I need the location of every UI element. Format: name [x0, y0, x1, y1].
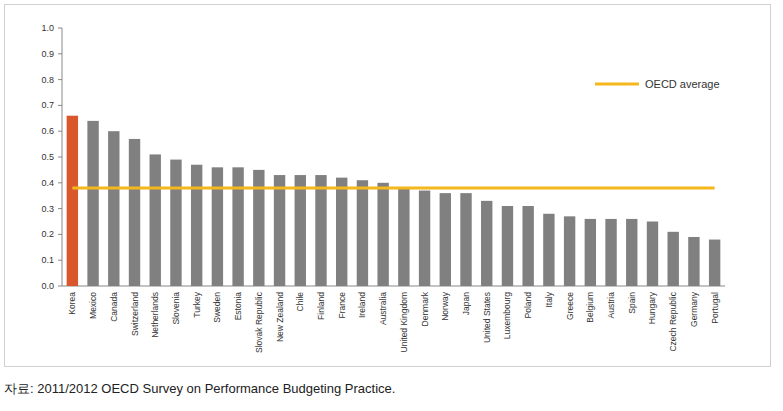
bar — [87, 121, 98, 286]
x-tick-label: Portugal — [710, 292, 720, 324]
bar — [232, 167, 243, 286]
bar — [191, 165, 202, 286]
chart-svg: 0.0 0.1 0.2 0.3 0.4 0.5 0.6 0.7 0.8 0.9 1.0 Korea Me… — [0, 0, 783, 411]
bar — [481, 201, 492, 286]
bar — [377, 183, 388, 286]
bar — [668, 232, 679, 286]
y-tick — [58, 53, 62, 54]
x-tick-label: Hungary — [647, 291, 657, 324]
y-tick-label: 1.0 — [41, 23, 54, 33]
bar — [150, 154, 161, 286]
x-tick-label: Turkey — [192, 291, 202, 317]
x-tick-label: Korea — [67, 292, 77, 315]
y-tick — [58, 105, 62, 106]
x-tick-label: Slovak Republic — [254, 291, 264, 353]
bar — [626, 219, 637, 286]
y-tick-label: 0.0 — [41, 281, 54, 291]
bar — [605, 219, 616, 286]
x-tick-label: France — [337, 292, 347, 319]
y-tick — [58, 208, 62, 209]
x-tick-label: Luxembourg — [502, 292, 512, 340]
x-tick-label: Australia — [378, 292, 388, 325]
y-tick — [58, 286, 62, 287]
marks — [67, 116, 721, 286]
legend-label: OECD average — [645, 78, 720, 90]
x-tick-label: Switzerland — [130, 292, 140, 336]
x-tick-label: Austria — [606, 292, 616, 319]
y-tick — [58, 157, 62, 158]
y-tick — [58, 79, 62, 80]
x-tick-label: Belgium — [585, 292, 595, 323]
y-tick-label: 0.9 — [41, 49, 54, 59]
x-tick-label: Italy — [544, 291, 554, 307]
x-tick-label: Canada — [109, 292, 119, 322]
legend-swatch — [595, 83, 639, 86]
y-tick — [58, 234, 62, 235]
x-tick-label: Estonia — [233, 292, 243, 321]
y-tick-label: 0.3 — [41, 204, 54, 214]
bar — [543, 214, 554, 286]
x-tick-label: Ireland — [357, 292, 367, 318]
bar — [564, 216, 575, 286]
y-axis — [62, 28, 63, 286]
bar — [170, 160, 181, 286]
y-tick — [58, 131, 62, 132]
x-tick-label: New Zealand — [275, 292, 285, 342]
bar — [585, 219, 596, 286]
x-tick-label: Chile — [295, 292, 305, 312]
bar — [108, 131, 119, 286]
x-axis — [62, 286, 725, 287]
x-tick-label: Mexico — [88, 292, 98, 319]
x-tick-label: United Kingdom — [399, 292, 409, 352]
x-tick-label: Spain — [627, 292, 637, 314]
x-tick-label: Poland — [523, 292, 533, 319]
x-tick-label: Czech Republic — [668, 291, 678, 351]
bar — [460, 193, 471, 286]
x-tick-label: Finland — [316, 292, 326, 320]
bar — [274, 175, 285, 286]
bar — [336, 178, 347, 286]
x-tick-label: Germany — [689, 291, 699, 327]
bar — [709, 240, 720, 286]
x-tick-label: Denmark — [420, 291, 430, 326]
bar — [357, 180, 368, 286]
x-tick-label: Japan — [461, 292, 471, 315]
y-tick-label: 0.5 — [41, 152, 54, 162]
bar — [522, 206, 533, 286]
bar — [502, 206, 513, 286]
y-tick-label: 0.6 — [41, 126, 54, 136]
y-tick — [58, 260, 62, 261]
x-tick-label: Sweden — [212, 292, 222, 323]
chart-frame — [5, 5, 771, 367]
bar — [212, 167, 223, 286]
bar — [440, 193, 451, 286]
x-tick-label: Greece — [565, 292, 575, 320]
x-tick-label: Netherlands — [150, 292, 160, 338]
chart-root: 0.0 0.1 0.2 0.3 0.4 0.5 0.6 0.7 0.8 0.9 1.0 Korea Me… — [0, 0, 783, 411]
x-tick-label: Slovenia — [171, 292, 181, 325]
y-tick — [58, 28, 62, 29]
bar — [295, 175, 306, 286]
bar — [419, 191, 430, 286]
y-tick — [58, 182, 62, 183]
x-tick-label: Norway — [440, 291, 450, 321]
bar — [398, 188, 409, 286]
bar — [647, 222, 658, 287]
y-tick-label: 0.7 — [41, 100, 54, 110]
bar — [129, 139, 140, 286]
average-line — [72, 186, 714, 189]
source-note: 자료: 2011/2012 OECD Survey on Performance… — [4, 381, 395, 396]
y-tick-label: 0.2 — [41, 229, 54, 239]
y-tick-label: 0.8 — [41, 75, 54, 85]
bar — [688, 237, 699, 286]
y-tick-label: 0.1 — [41, 255, 54, 265]
bar — [315, 175, 326, 286]
y-tick-label: 0.4 — [41, 178, 54, 188]
x-tick-label: United States — [482, 292, 492, 343]
bar — [67, 116, 78, 286]
